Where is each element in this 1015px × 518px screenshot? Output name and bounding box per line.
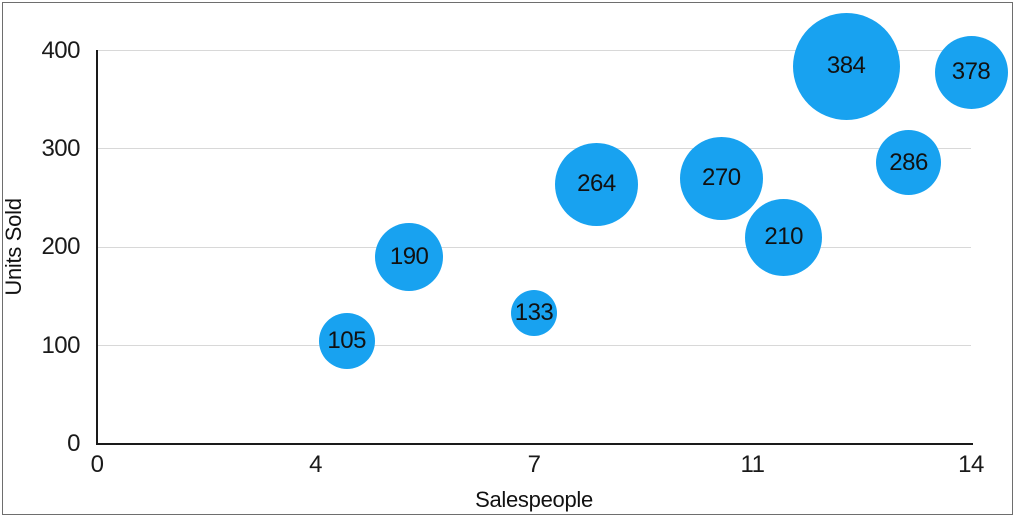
x-tick-label-7: 7 <box>527 451 541 478</box>
bubble-105: 105 <box>318 312 375 369</box>
bubble-value-label: 286 <box>889 148 928 176</box>
x-tick-label-14: 14 <box>958 451 984 478</box>
x-tick-label-4: 4 <box>309 451 322 478</box>
bubble-value-label: 378 <box>951 58 991 86</box>
gridline-y-400 <box>97 50 971 51</box>
gridline-y-300 <box>97 148 971 150</box>
y-tick-label-200: 200 <box>41 233 80 261</box>
bubble-384: 384 <box>792 12 900 120</box>
bubble-value-label: 190 <box>389 243 429 271</box>
bubble-378: 378 <box>934 35 1008 109</box>
x-tick-label-0: 0 <box>90 451 104 478</box>
y-tick-label-0: 0 <box>67 430 80 457</box>
bubble-value-label: 105 <box>327 326 366 354</box>
bubble-210: 210 <box>745 198 823 276</box>
y-tick-label-100: 100 <box>41 331 80 359</box>
bubble-133: 133 <box>511 290 557 337</box>
bubble-value-label: 133 <box>514 299 554 327</box>
bubble-value-label: 210 <box>764 223 803 251</box>
y-axis-title: Units Sold <box>1 198 26 296</box>
bubble-value-label: 384 <box>826 52 866 80</box>
gridline-y-200 <box>97 246 971 248</box>
x-axis-title: Salespeople <box>475 487 593 512</box>
bubble-270: 270 <box>679 136 763 220</box>
bubble-264: 264 <box>554 142 638 226</box>
gridline-y-100 <box>97 345 971 347</box>
bubble-286: 286 <box>876 130 942 196</box>
bubble-value-label: 270 <box>702 164 741 192</box>
bubble-value-label: 264 <box>577 170 616 198</box>
x-axis-line <box>96 443 973 445</box>
y-tick-label-400: 400 <box>41 36 80 64</box>
y-tick-label-300: 300 <box>41 134 80 162</box>
x-tick-label-11: 11 <box>740 451 765 478</box>
y-axis-line <box>96 50 98 445</box>
bubble-190: 190 <box>375 223 444 292</box>
